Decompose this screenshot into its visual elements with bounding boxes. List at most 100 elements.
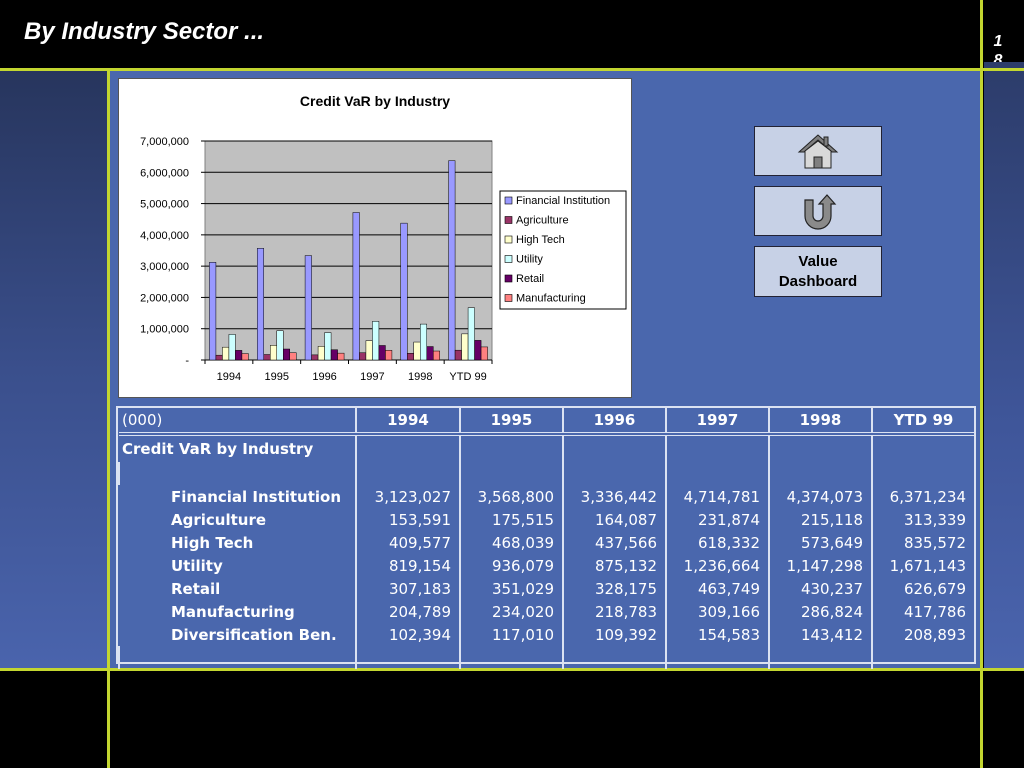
table-cell: 573,649 <box>768 531 872 554</box>
legend-label: Agriculture <box>516 215 569 227</box>
table-cell: 4,374,073 <box>768 485 872 508</box>
chart-title: Credit VaR by Industry <box>300 93 450 109</box>
x-tick-label: 1995 <box>265 371 289 383</box>
row-label: Utility <box>171 556 223 575</box>
bar <box>407 353 414 361</box>
bar <box>337 352 345 361</box>
table-cell <box>459 434 563 462</box>
bar <box>454 349 462 361</box>
table-cell: 6,371,234 <box>871 485 974 508</box>
table-cell: 117,010 <box>459 623 563 646</box>
legend <box>499 190 627 310</box>
table-row: High Tech 409,577 468,039 437,566 618,332 573… <box>119 531 974 554</box>
value-dashboard-button[interactable]: Value Dashboard <box>754 246 882 297</box>
x-tick-label: 1997 <box>360 371 384 383</box>
table-cell: 102,394 <box>355 623 460 646</box>
table-cell <box>459 646 563 669</box>
column-header: 1995 <box>459 408 563 436</box>
back-button[interactable] <box>754 186 882 236</box>
bar <box>222 346 230 361</box>
legend-label: Retail <box>516 273 544 285</box>
table-cell <box>665 646 769 669</box>
plot-area <box>204 140 493 361</box>
table-cell: 936,079 <box>459 554 563 577</box>
bar <box>420 323 427 361</box>
home-button[interactable] <box>754 126 882 176</box>
bar <box>474 340 482 361</box>
table-cell: 154,583 <box>665 623 769 646</box>
slide-number: 1 8 <box>988 32 1008 70</box>
table-cell <box>665 434 769 462</box>
column-header: YTD 99 <box>871 408 974 436</box>
bar <box>413 341 421 361</box>
top-frame-line <box>0 68 1024 71</box>
u-turn-back-icon <box>804 194 837 230</box>
bar <box>263 354 271 361</box>
table-cell: 3,123,027 <box>355 485 460 508</box>
y-tick-label: 5,000,000 <box>140 199 189 211</box>
credit-var-grid: (000) 1994 1995 1996 1997 1998 YTD 99 Cr… <box>118 408 974 669</box>
spacer-row <box>118 646 974 669</box>
bar <box>480 346 488 361</box>
table-cell: 468,039 <box>459 531 563 554</box>
legend-swatch <box>504 196 513 205</box>
table-cell: 204,789 <box>355 600 460 623</box>
row-label: High Tech <box>171 533 254 552</box>
row-label: Diversification Ben. <box>171 625 337 644</box>
table-cell <box>355 434 460 462</box>
section-row: Credit VaR by Industry <box>119 434 974 462</box>
row-label: Retail <box>171 579 221 598</box>
bar <box>372 321 380 361</box>
table-cell: 164,087 <box>562 508 666 531</box>
table-cell <box>355 462 460 485</box>
bar <box>400 222 408 361</box>
table-cell: 618,332 <box>665 531 769 554</box>
x-tick-label: 1994 <box>217 371 241 383</box>
legend-swatch <box>504 255 513 263</box>
table-cell: 215,118 <box>768 508 872 531</box>
slide-number-digit-2: 8 <box>993 52 1003 69</box>
legend-label: Manufacturing <box>516 293 586 305</box>
y-tick-label: 1,000,000 <box>140 324 189 336</box>
bar <box>378 345 386 361</box>
table-cell <box>768 434 872 462</box>
column-header: 1997 <box>665 408 769 436</box>
home-icon <box>797 134 839 169</box>
left-margin-panel <box>0 70 108 670</box>
x-tick-label: YTD 99 <box>449 371 486 383</box>
bar <box>359 352 367 361</box>
value-dashboard-label-line2: Dashboard <box>778 272 858 290</box>
table-cell: 234,020 <box>459 600 563 623</box>
row-label: Agriculture <box>171 510 267 529</box>
table-cell <box>562 462 666 485</box>
bar <box>467 307 475 361</box>
table-cell: 4,714,781 <box>665 485 769 508</box>
row-label: Manufacturing <box>171 602 295 621</box>
credit-var-chart: - 1,000,000 2,000,000 3,000,000 4,000,000 5,0… <box>118 78 632 398</box>
legend-swatch <box>504 235 513 244</box>
table-cell: 328,175 <box>562 577 666 600</box>
legend-swatch <box>504 274 513 283</box>
bar <box>289 352 297 361</box>
bar <box>270 345 277 361</box>
table-cell: 3,336,442 <box>562 485 666 508</box>
legend-label: Financial Institution <box>516 195 610 207</box>
section-title: Credit VaR by Industry <box>122 440 314 458</box>
table-cell: 417,786 <box>871 600 974 623</box>
y-tick-label: 4,000,000 <box>140 230 189 242</box>
table-cell <box>118 646 356 669</box>
table-cell: 3,568,800 <box>459 485 563 508</box>
bar <box>215 354 223 361</box>
table-cell: 626,679 <box>871 577 974 600</box>
bar <box>228 334 236 361</box>
right-frame-line <box>980 0 983 768</box>
table-cell: 307,183 <box>355 577 460 600</box>
legend-label: Utility <box>516 254 543 266</box>
bar <box>311 354 319 361</box>
table-row: Utility 819,154 936,079 875,132 1,236,664 1,1… <box>119 554 974 577</box>
table-cell: 286,824 <box>768 600 872 623</box>
bar <box>241 353 249 361</box>
table-cell: 109,392 <box>562 623 666 646</box>
unit-label: (000) <box>119 408 356 436</box>
table-row: Manufacturing 204,789 234,020 218,783 309,16… <box>119 600 974 623</box>
